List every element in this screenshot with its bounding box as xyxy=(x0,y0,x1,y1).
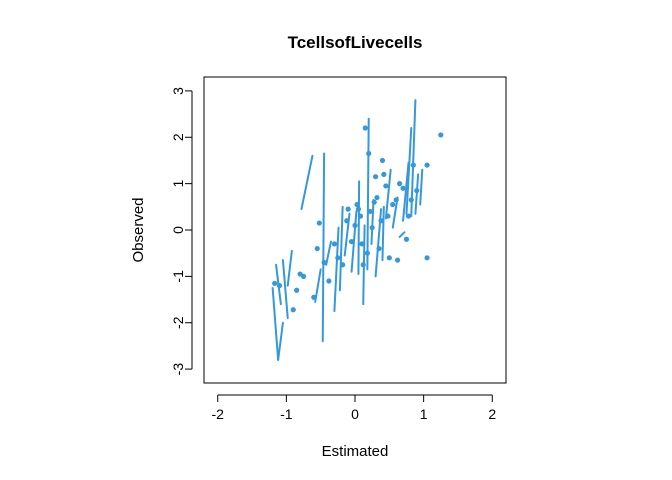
data-point xyxy=(378,218,384,224)
y-tick-label: 2 xyxy=(170,133,186,141)
data-point xyxy=(364,250,370,256)
plot-border xyxy=(203,76,507,384)
data-segment xyxy=(333,226,340,313)
data-point xyxy=(354,201,360,208)
data-point xyxy=(311,294,317,300)
data-point xyxy=(383,183,389,189)
data-point xyxy=(379,157,386,164)
data-segment xyxy=(325,240,332,266)
data-point xyxy=(359,241,365,247)
data-segment xyxy=(271,286,280,361)
data-point xyxy=(400,185,406,191)
data-segment xyxy=(410,99,417,218)
data-point xyxy=(276,283,283,289)
data-segment xyxy=(338,205,344,292)
data-point xyxy=(294,287,300,293)
x-tick-label: -1 xyxy=(280,406,293,422)
data-segment xyxy=(402,161,410,222)
data-point xyxy=(366,150,372,157)
y-tick-label: -1 xyxy=(170,270,186,283)
data-point xyxy=(403,236,410,242)
data-segment xyxy=(277,321,284,361)
data-point xyxy=(394,257,401,263)
data-point xyxy=(410,162,416,168)
y-axis-label: Observed xyxy=(130,197,147,262)
data-point xyxy=(397,181,403,187)
plot-area xyxy=(203,76,507,384)
data-point xyxy=(290,307,296,313)
x-tick-label: 2 xyxy=(488,406,496,422)
y-tick-label: -3 xyxy=(170,363,186,376)
data-point xyxy=(300,273,307,279)
data-point xyxy=(414,187,420,194)
data-point xyxy=(424,255,430,261)
data-point xyxy=(362,125,368,131)
data-point xyxy=(321,259,327,266)
data-point xyxy=(424,162,430,168)
data-point xyxy=(335,255,341,261)
data-point xyxy=(331,241,338,247)
data-point xyxy=(385,213,391,219)
data-point xyxy=(367,208,373,215)
x-tick-label: -2 xyxy=(212,406,225,422)
data-segment xyxy=(391,196,399,229)
data-segment xyxy=(381,205,385,262)
data-point xyxy=(374,194,380,201)
axes: -2 -1 0 1 2 -3 -2 -1 0 1 2 3 xyxy=(170,87,496,422)
data-point xyxy=(344,218,350,224)
data-point xyxy=(357,213,364,219)
data-segment xyxy=(357,180,361,276)
data-segment xyxy=(370,198,375,245)
data-point xyxy=(340,262,346,268)
data-point xyxy=(390,201,396,208)
data-point xyxy=(393,197,399,203)
data-point xyxy=(272,280,278,286)
data-point xyxy=(326,278,332,284)
data-point xyxy=(316,220,322,226)
data-segment xyxy=(419,168,424,206)
data-point xyxy=(408,197,414,203)
data-point xyxy=(371,199,377,205)
x-tick-label: 1 xyxy=(420,406,428,422)
data-point xyxy=(360,262,366,268)
data-segment xyxy=(414,173,420,215)
x-axis-label: Estimated xyxy=(322,443,389,460)
data-segment xyxy=(384,168,392,220)
data-series xyxy=(271,99,444,361)
x-tick-label: 0 xyxy=(351,406,359,422)
data-point xyxy=(348,238,355,245)
data-segment xyxy=(281,259,289,320)
data-point xyxy=(372,174,379,180)
data-segment xyxy=(366,117,370,271)
data-point xyxy=(355,206,362,212)
data-segment xyxy=(398,231,406,238)
data-segment xyxy=(321,152,326,343)
data-point xyxy=(381,171,387,177)
y-tick-label: -2 xyxy=(170,316,186,329)
data-point xyxy=(369,225,375,231)
data-point xyxy=(438,132,444,138)
y-tick-label: 1 xyxy=(170,180,186,188)
data-point xyxy=(386,255,392,261)
data-point xyxy=(345,206,351,212)
data-point xyxy=(376,245,382,252)
y-tick-label: 3 xyxy=(170,87,186,95)
y-tick-label: 0 xyxy=(170,226,186,234)
data-point xyxy=(314,245,320,252)
data-segment xyxy=(286,249,293,287)
data-point xyxy=(352,222,358,228)
data-segment xyxy=(405,127,413,215)
data-point xyxy=(405,213,412,219)
chart-title: TcellsofLivecells xyxy=(288,33,423,52)
data-segment xyxy=(300,154,314,211)
